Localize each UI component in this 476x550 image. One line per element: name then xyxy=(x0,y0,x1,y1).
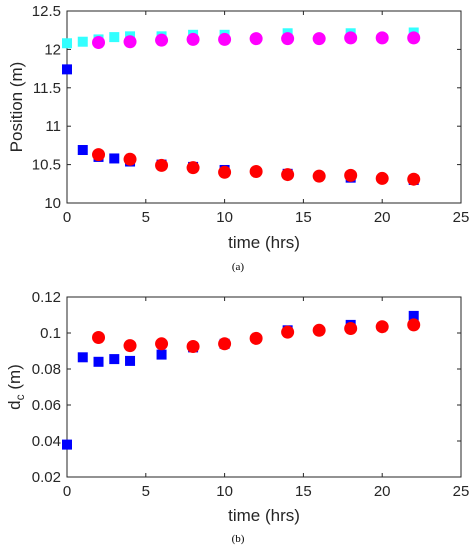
panel-b-x-axis-label: time (hrs) xyxy=(228,506,300,525)
y-tick-label: 10 xyxy=(44,195,61,212)
square-marker xyxy=(62,439,72,450)
circle-marker xyxy=(218,32,232,46)
circle-marker xyxy=(155,337,169,351)
circle-marker xyxy=(249,165,263,179)
circle-marker xyxy=(281,325,295,339)
panel-b-y-axis-label-unit: (m) xyxy=(5,364,24,394)
circle-marker xyxy=(312,323,326,337)
y-tick-label: 10.5 xyxy=(32,157,61,174)
circle-marker xyxy=(407,318,421,332)
circle-marker xyxy=(186,340,200,353)
panel-a-y-tick-labels: 10 10.5 11 11.5 12 12.5 xyxy=(32,3,61,212)
x-tick-label: 10 xyxy=(216,209,233,226)
panel-b-y-axis-label-main: d xyxy=(5,400,24,409)
circle-marker xyxy=(407,31,421,45)
panel-a-data-markers xyxy=(62,27,421,186)
y-tick-label: 0.04 xyxy=(32,433,61,450)
x-tick-label: 5 xyxy=(142,209,150,226)
circle-marker xyxy=(218,337,232,351)
y-tick-label: 12.5 xyxy=(32,3,61,20)
x-tick-label: 20 xyxy=(374,483,391,500)
circle-marker xyxy=(155,33,169,47)
square-marker xyxy=(156,349,167,360)
circle-marker xyxy=(92,35,106,49)
circle-marker xyxy=(186,32,200,46)
panel-a-x-axis-label: time (hrs) xyxy=(228,233,300,252)
circle-marker xyxy=(344,31,358,45)
circle-marker xyxy=(281,168,295,182)
circle-marker xyxy=(344,168,358,182)
circle-marker xyxy=(344,322,358,335)
square-marker xyxy=(93,356,104,367)
circle-marker xyxy=(375,31,389,45)
panel-b-plot-frame xyxy=(66,296,462,478)
circle-marker xyxy=(312,169,326,183)
x-tick-label: 20 xyxy=(374,209,391,226)
circle-marker xyxy=(218,165,232,179)
circle-marker xyxy=(186,161,200,175)
x-tick-label: 25 xyxy=(453,483,470,500)
circle-marker xyxy=(155,158,169,172)
y-tick-label: 0.12 xyxy=(32,289,61,306)
x-tick-label: 25 xyxy=(453,209,470,226)
panel-a-position-chart: 10 10.5 11 11.5 12 12.5 0 5 10 15 20 25 time (hrs)… xyxy=(7,3,469,273)
circle-marker xyxy=(123,35,137,49)
panel-b-caption: (b) xyxy=(232,533,245,545)
x-tick-label: 0 xyxy=(63,483,71,500)
x-tick-label: 5 xyxy=(142,483,150,500)
y-tick-label: 12 xyxy=(44,41,61,58)
panel-b-y-axis-label-subscript: c xyxy=(13,394,27,400)
panel-b-y-axis-label: dc (m) xyxy=(5,364,27,410)
circle-marker xyxy=(123,339,137,353)
panel-a-caption: (a) xyxy=(232,261,245,273)
x-tick-label: 15 xyxy=(295,483,312,500)
square-marker xyxy=(109,32,120,43)
circle-marker xyxy=(281,32,295,46)
panel-b-dc-chart: 0.02 0.04 0.06 0.08 0.1 0.12 0 5 10 15 20 25 time … xyxy=(5,289,469,545)
square-marker xyxy=(109,354,120,365)
panel-b-x-tick-labels: 0 5 10 15 20 25 xyxy=(63,483,470,500)
x-tick-label: 0 xyxy=(63,209,71,226)
y-tick-label: 0.08 xyxy=(32,361,61,378)
panel-a-x-tick-labels: 0 5 10 15 20 25 xyxy=(63,209,470,226)
y-tick-label: 11.5 xyxy=(33,80,61,97)
panel-a-ticks xyxy=(66,10,462,204)
x-tick-label: 15 xyxy=(295,209,312,226)
square-marker xyxy=(62,38,72,49)
circle-marker xyxy=(123,152,137,166)
square-marker xyxy=(77,145,88,156)
circle-marker xyxy=(92,148,106,162)
y-tick-label: 0.1 xyxy=(40,325,61,342)
circle-marker xyxy=(92,331,106,344)
square-marker xyxy=(109,153,120,164)
circle-marker xyxy=(249,32,263,46)
circle-marker xyxy=(249,331,263,345)
panel-a-plot-frame xyxy=(66,10,462,204)
square-marker xyxy=(77,352,88,363)
panel-b-y-tick-labels: 0.02 0.04 0.06 0.08 0.1 0.12 xyxy=(32,289,61,486)
circle-marker xyxy=(375,320,389,334)
circle-marker xyxy=(407,172,421,186)
circle-marker xyxy=(312,32,326,46)
square-marker xyxy=(62,64,72,75)
y-tick-label: 0.06 xyxy=(32,397,61,414)
panel-a-y-axis-label: Position (m) xyxy=(7,62,26,153)
x-tick-label: 10 xyxy=(216,483,233,500)
y-tick-label: 11 xyxy=(45,118,61,135)
y-tick-label: 0.02 xyxy=(32,469,61,486)
square-marker xyxy=(408,310,419,321)
panel-b-ticks xyxy=(66,296,462,478)
panel-b-data-markers xyxy=(62,310,421,450)
square-marker xyxy=(125,355,136,366)
circle-marker xyxy=(375,171,389,185)
square-marker xyxy=(77,36,88,47)
